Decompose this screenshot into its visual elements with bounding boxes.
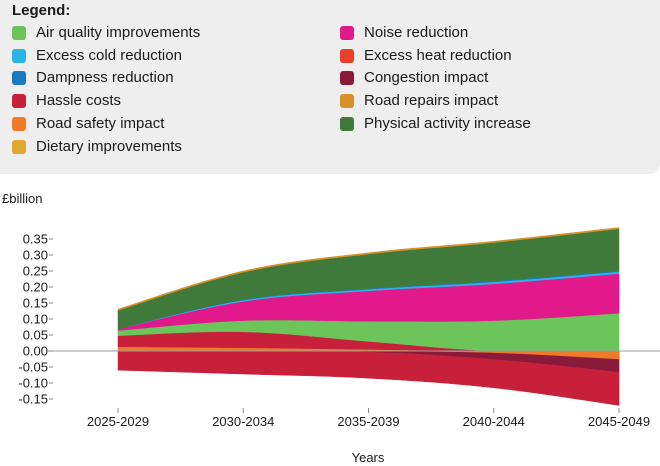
x-tick-label: 2025-2029 bbox=[87, 414, 149, 429]
y-axis-title: £billion bbox=[2, 191, 42, 206]
x-tick-label: 2040-2044 bbox=[463, 414, 525, 429]
y-tick-label: -0.15 bbox=[18, 392, 48, 407]
legend-swatch bbox=[12, 116, 26, 131]
legend-swatch bbox=[12, 94, 26, 109]
legend-swatch bbox=[340, 116, 354, 131]
y-tick-label: 0.20 bbox=[23, 280, 48, 295]
legend-label: Excess heat reduction bbox=[364, 46, 512, 64]
legend-swatch bbox=[12, 26, 26, 40]
y-axis: 0.350.300.250.200.150.100.050.00-0.05-0.… bbox=[18, 232, 53, 407]
y-tick-label: 0.00 bbox=[23, 344, 48, 359]
legend-swatch bbox=[340, 26, 354, 40]
legend-swatch bbox=[340, 71, 354, 86]
legend-label: Air quality improvements bbox=[36, 24, 201, 41]
area-road-repairs-impact bbox=[117, 227, 620, 311]
x-axis-title: Years bbox=[352, 450, 385, 465]
legend-label: Hassle costs bbox=[36, 92, 122, 110]
legend-label: Excess cold reduction bbox=[36, 46, 182, 64]
y-tick-label: -0.05 bbox=[18, 360, 48, 375]
legend-label: Congestion impact bbox=[364, 69, 489, 87]
legend-label: Noise reduction bbox=[364, 24, 469, 41]
legend-panel: Legend: Air quality improvements Excess c… bbox=[0, 0, 660, 174]
legend-label: Dampness reduction bbox=[36, 69, 174, 87]
legend-swatch bbox=[12, 139, 26, 154]
x-tick-label: 2035-2039 bbox=[337, 414, 399, 429]
chart-areas bbox=[117, 227, 620, 406]
legend-swatch bbox=[340, 94, 354, 109]
legend-label: Physical activity increase bbox=[364, 114, 531, 132]
y-tick-label: 0.05 bbox=[23, 328, 48, 343]
legend-label: Road safety impact bbox=[36, 114, 165, 132]
legend-title: Legend: bbox=[12, 2, 71, 19]
y-tick-label: 0.10 bbox=[23, 312, 48, 327]
legend-swatch bbox=[12, 48, 26, 63]
y-tick-label: -0.10 bbox=[18, 376, 48, 391]
y-tick-label: 0.35 bbox=[23, 232, 48, 247]
y-tick-label: 0.30 bbox=[23, 248, 48, 263]
legend-label: Dietary improvements bbox=[36, 137, 182, 155]
x-axis: 2025-2029 2030-2034 2035-2039 2040-2044 2045… bbox=[87, 408, 650, 429]
y-tick-label: 0.25 bbox=[23, 264, 48, 279]
legend-label: Road repairs impact bbox=[364, 92, 499, 110]
legend-swatch bbox=[340, 48, 354, 63]
y-tick-label: 0.15 bbox=[23, 296, 48, 311]
x-tick-label: 2045-2049 bbox=[588, 414, 650, 429]
legend-swatch bbox=[12, 71, 26, 86]
x-tick-label: 2030-2034 bbox=[212, 414, 274, 429]
